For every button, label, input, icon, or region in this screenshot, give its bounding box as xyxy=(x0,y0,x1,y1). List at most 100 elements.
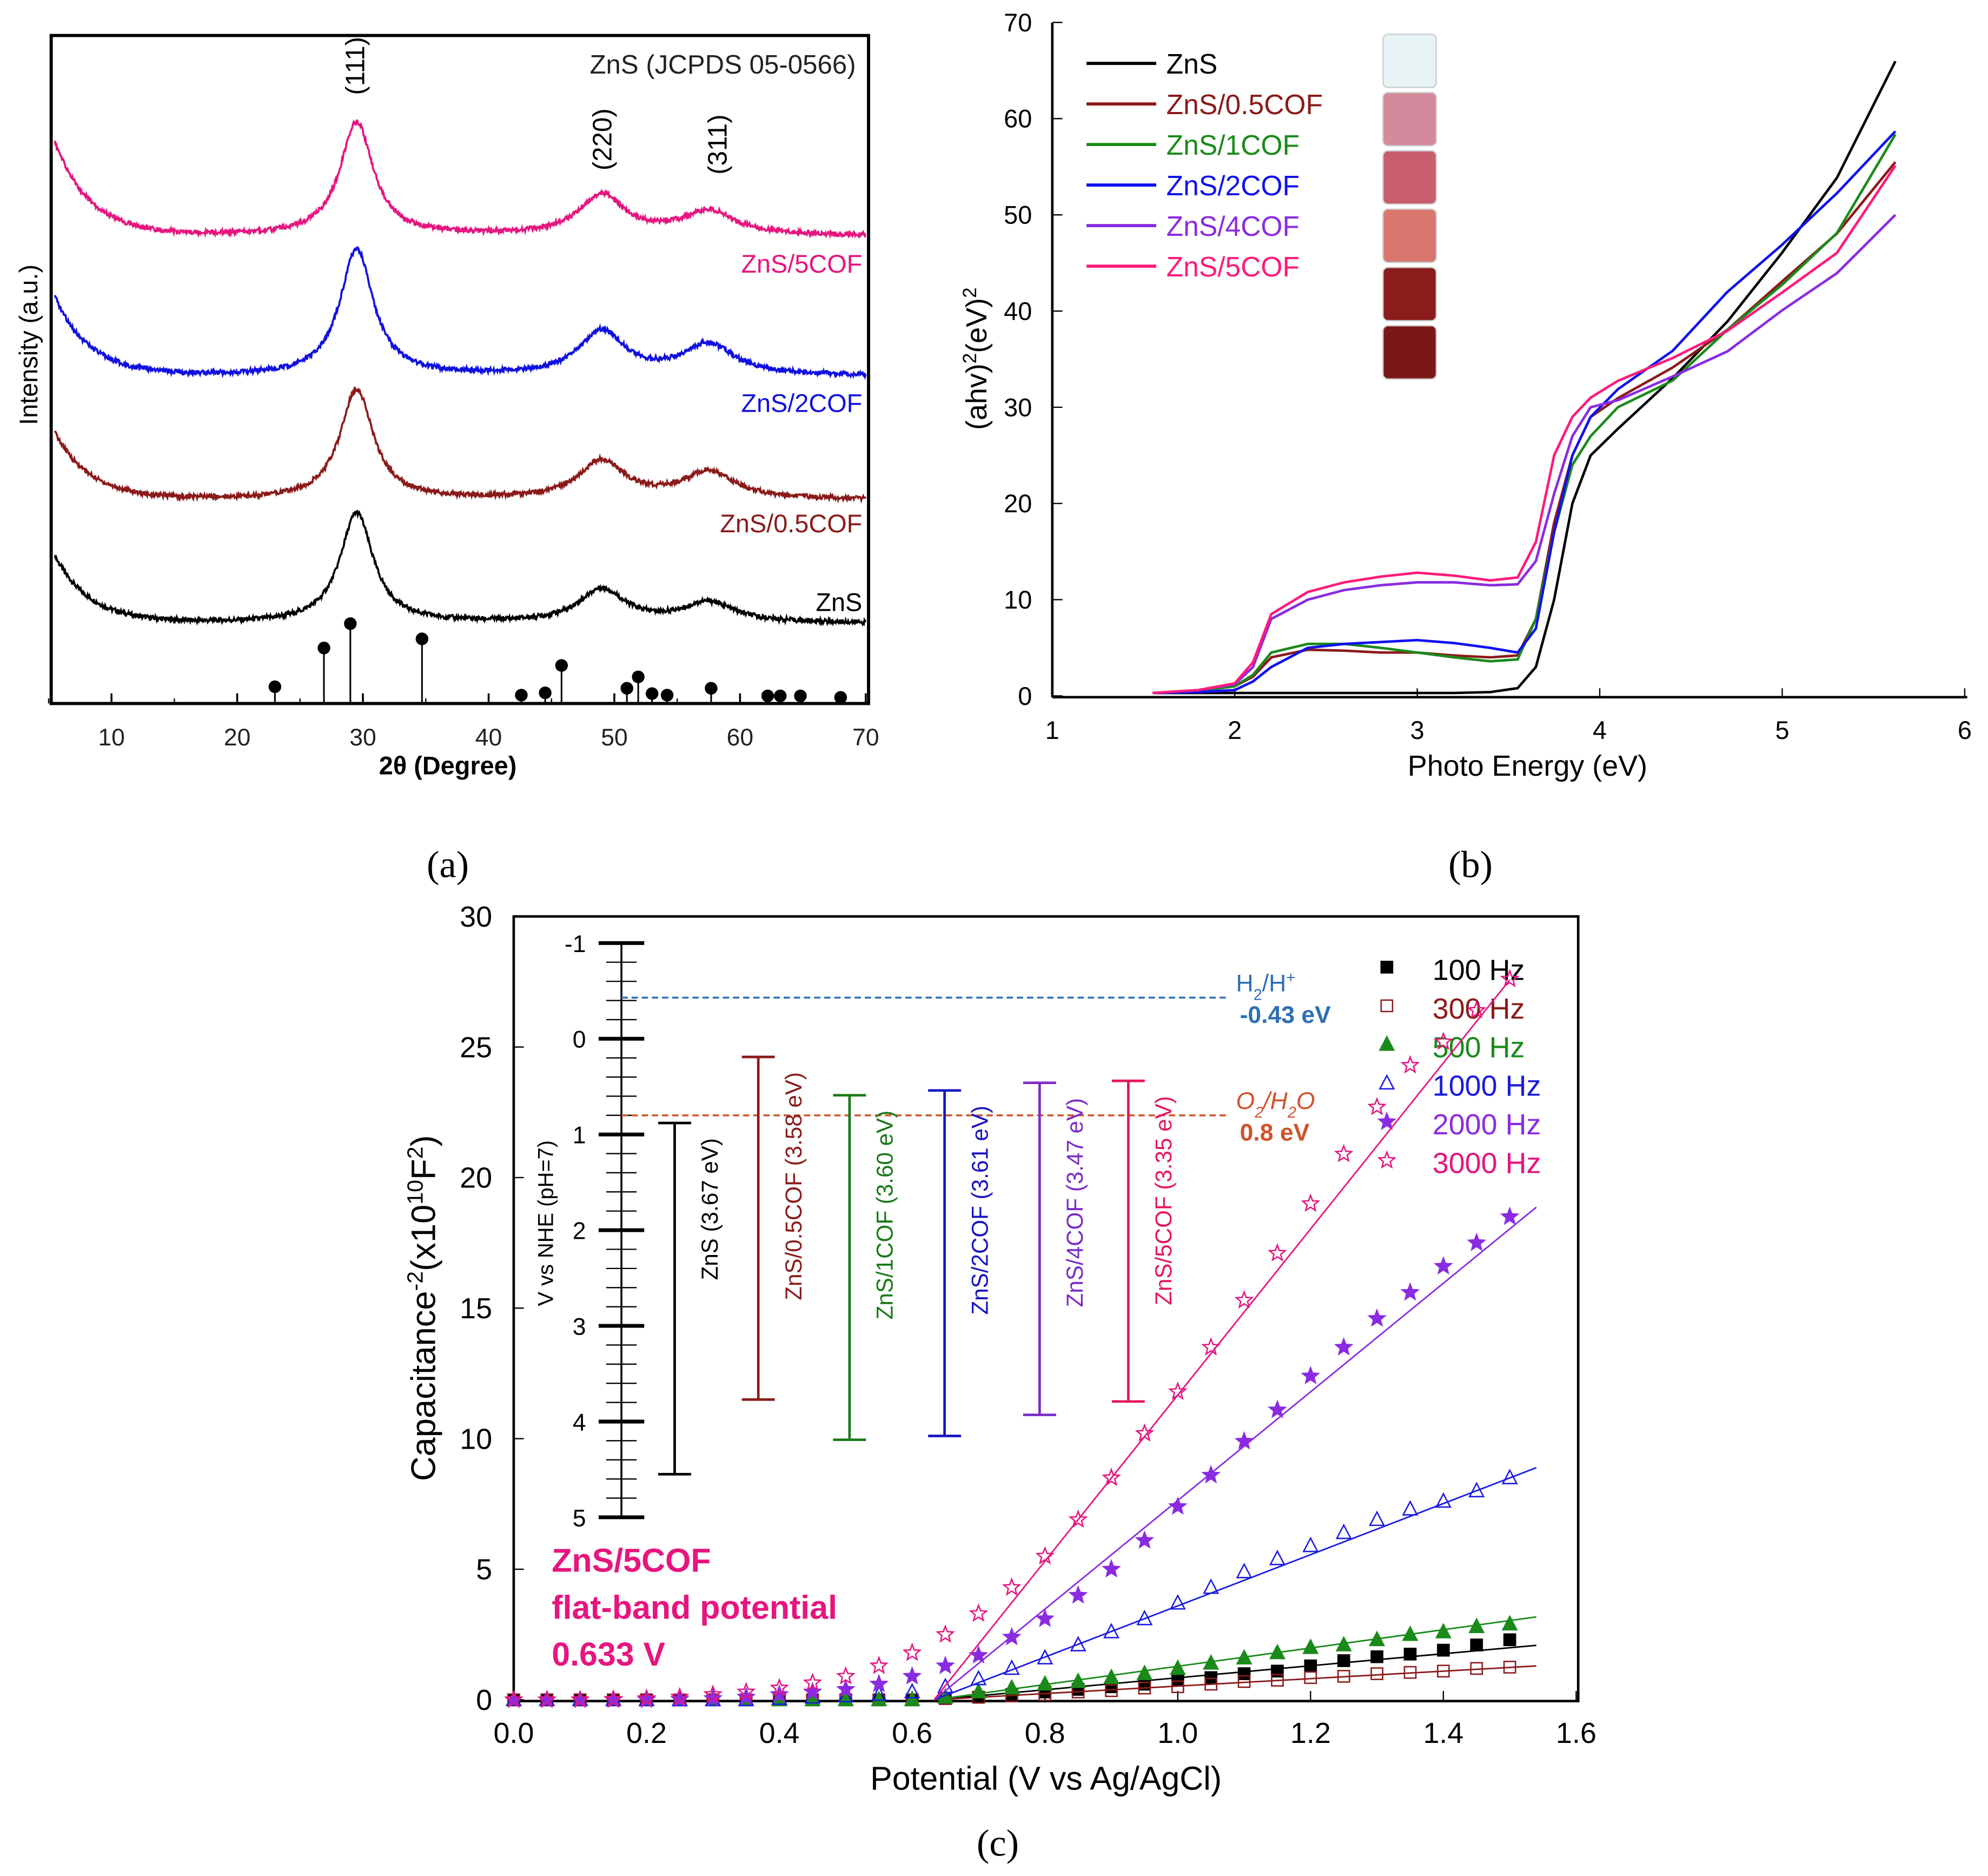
series-line-zns4cof xyxy=(1152,214,1897,695)
x-tick-label: 30 xyxy=(349,724,376,751)
marker-triangle xyxy=(1435,1622,1452,1639)
marker-triangle xyxy=(1302,1536,1319,1553)
y-axis-label: Capacitance-2(x1010F2) xyxy=(403,1135,443,1481)
fit-line xyxy=(934,1665,1536,1701)
sample-photo-swatch xyxy=(1382,267,1437,322)
y-tick-label: 50 xyxy=(1004,201,1032,229)
marker-square xyxy=(1437,1664,1450,1678)
reference-level-name-part: /H xyxy=(1262,1088,1288,1114)
marker-square xyxy=(1370,1650,1383,1663)
series-line-zns2cof xyxy=(54,246,867,380)
marker-triangle xyxy=(1203,1578,1220,1594)
x-axis-label: Potential (V vs Ag/AgCl) xyxy=(870,1760,1222,1797)
series-label: ZnS/0.5COF xyxy=(720,510,862,538)
marker-square xyxy=(1138,1681,1151,1695)
marker-star xyxy=(1135,1423,1155,1442)
marker-star xyxy=(1433,1032,1453,1050)
marker-star xyxy=(969,1603,989,1622)
y-axis-label-part: -2 xyxy=(403,1271,428,1291)
reference-stick-dot xyxy=(620,682,633,695)
marker-star xyxy=(604,1689,623,1708)
marker-triangle xyxy=(1236,1649,1253,1664)
marker-star xyxy=(1135,1530,1155,1549)
marker-square xyxy=(1437,1643,1450,1657)
reference-stick-dot xyxy=(660,689,674,702)
y-tick-label: 5 xyxy=(476,1554,492,1586)
inset-tick-label: 0 xyxy=(573,1027,586,1053)
marker-star xyxy=(736,1687,756,1706)
marker-star xyxy=(1377,1150,1397,1169)
inset-tick-label: 1 xyxy=(573,1122,586,1149)
marker-square xyxy=(1403,1647,1417,1661)
marker-star xyxy=(1367,1096,1387,1115)
y-tick-label: 25 xyxy=(460,1031,492,1063)
x-tick-label: 10 xyxy=(98,724,125,751)
marker-triangle xyxy=(1169,1594,1186,1610)
marker-star xyxy=(803,1681,823,1701)
marker-star xyxy=(1102,1559,1121,1578)
reference-stick-dot xyxy=(705,682,718,695)
marker-star xyxy=(1377,1111,1397,1131)
y-tick-label: 20 xyxy=(460,1162,492,1194)
x-tick-label: 5 xyxy=(1775,716,1789,744)
y-axis-label-part: 2 xyxy=(403,1147,428,1159)
marker-square xyxy=(1204,1671,1217,1685)
sample-photo-swatch xyxy=(1382,34,1437,88)
reference-level-name: O2/H2O xyxy=(1236,1088,1315,1121)
marker-triangle xyxy=(1136,1664,1153,1680)
reference-level-value: 0.8 eV xyxy=(1240,1120,1310,1146)
marker-star xyxy=(1068,1585,1088,1604)
marker-star xyxy=(537,1689,557,1708)
fit-line xyxy=(933,1616,1537,1701)
annotation-sample: ZnS/5COF xyxy=(552,1542,711,1579)
marker-star xyxy=(1334,1144,1354,1162)
y-tick-label: 60 xyxy=(1004,105,1032,133)
reference-stick-dot xyxy=(268,680,282,693)
marker-triangle xyxy=(1269,1549,1285,1565)
marker-star xyxy=(1168,1496,1188,1515)
y-axis-label-part: (ahv) xyxy=(960,364,993,430)
legend-label: 100 Hz xyxy=(1433,954,1525,986)
y-axis-label-part: 10 xyxy=(403,1180,428,1205)
marker-square xyxy=(1237,1667,1251,1680)
series-line-zns5cof xyxy=(54,119,867,239)
chart-title: ZnS (JCPDS 05-0566) xyxy=(590,50,856,80)
marker-star xyxy=(770,1677,789,1696)
marker-star xyxy=(504,1689,523,1708)
reference-level-name-part: 2 xyxy=(1254,986,1262,1003)
marker-star xyxy=(1035,1608,1055,1627)
reference-stick-dot xyxy=(317,642,330,655)
marker-star xyxy=(1500,968,1520,988)
reference-level-name-part: H xyxy=(1236,970,1254,996)
series-label: ZnS xyxy=(816,588,862,616)
marker-square xyxy=(1470,1662,1483,1675)
marker-star xyxy=(1168,1381,1188,1400)
reference-stick-dot xyxy=(774,689,787,703)
y-tick-label: 0 xyxy=(476,1684,492,1716)
marker-triangle xyxy=(1335,1636,1352,1652)
marker-star xyxy=(670,1687,690,1706)
y-axis-label: Intensity (a.u.) xyxy=(15,265,43,425)
x-tick-label: 0.2 xyxy=(626,1717,667,1749)
fit-line xyxy=(934,1644,1536,1701)
marker-star xyxy=(637,1688,657,1707)
series-line-zns05cof xyxy=(54,386,867,504)
inset-tick-label: 2 xyxy=(573,1218,586,1245)
marker-star xyxy=(869,1655,889,1674)
chart-b-tauc: 0 10 20 30 40 50 60 70 1 2 3 4 5 6 Photo Energy (eV) (a… xyxy=(959,9,1972,782)
marker-star xyxy=(770,1684,789,1703)
marker-star xyxy=(1002,1627,1022,1646)
band-gap-label: ZnS/0.5COF (3.58 eV) xyxy=(781,1072,806,1300)
y-axis-label-part: (eV) xyxy=(960,298,993,353)
band-gap-label: ZnS/4COF (3.47 eV) xyxy=(1062,1098,1088,1307)
marker-star xyxy=(1334,1337,1354,1356)
marker-star xyxy=(1400,1282,1420,1301)
legend-label: ZnS xyxy=(1167,48,1218,80)
x-tick-label: 20 xyxy=(224,724,251,751)
marker-star xyxy=(736,1681,756,1701)
marker-square xyxy=(1370,1667,1383,1680)
marker-square xyxy=(1380,961,1394,974)
marker-triangle xyxy=(1402,1500,1419,1516)
marker-star xyxy=(1068,1509,1088,1528)
y-axis-label-part: ) xyxy=(405,1135,443,1146)
